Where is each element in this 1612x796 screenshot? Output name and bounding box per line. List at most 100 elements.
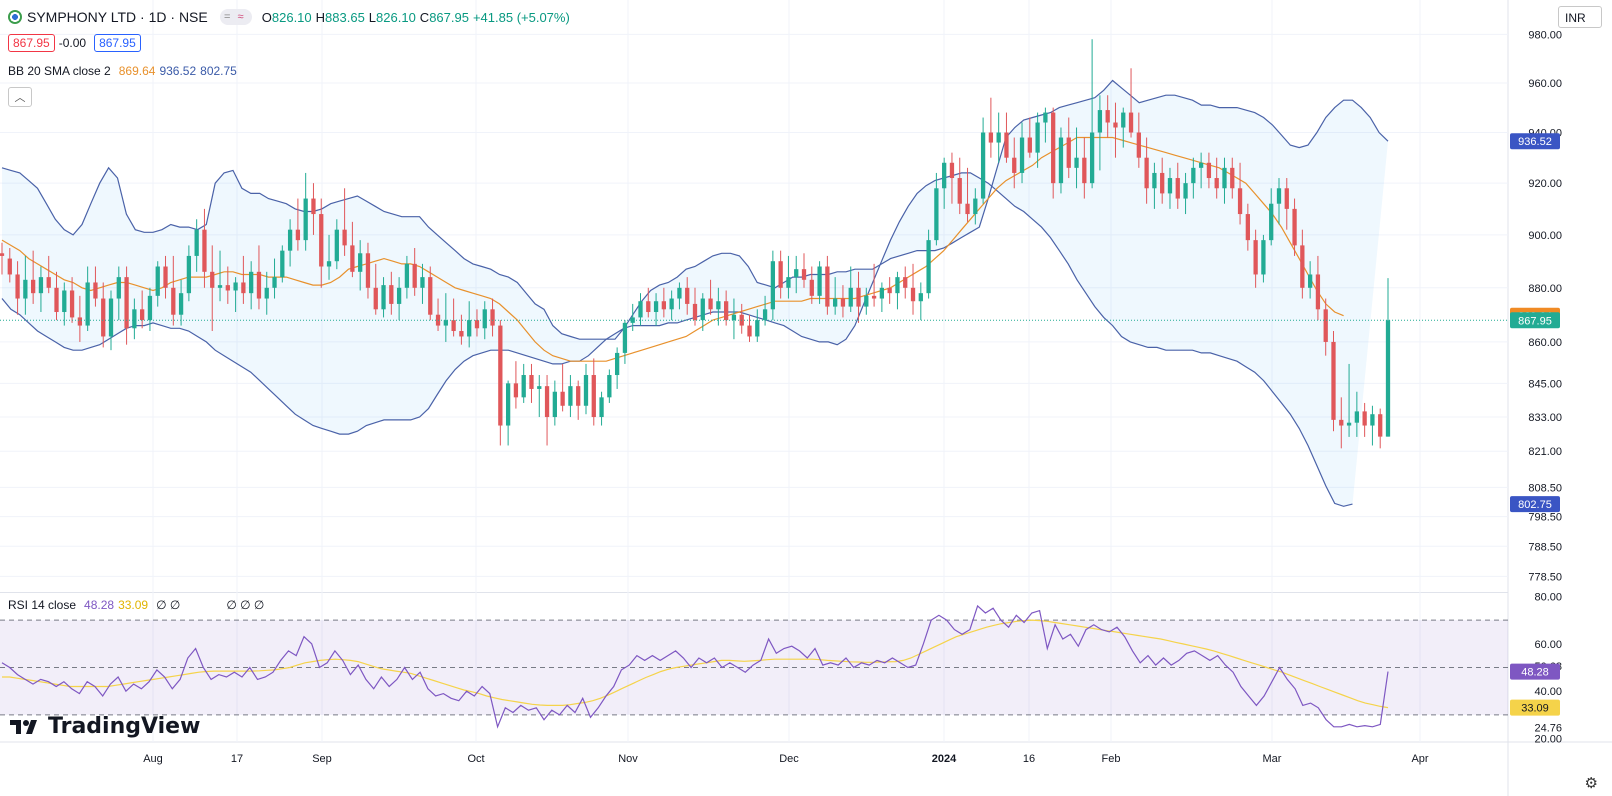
candle-body: [54, 287, 59, 313]
rsi-label: RSI 14 close: [8, 598, 77, 612]
candle-body: [1191, 167, 1196, 184]
candle-body: [1300, 245, 1305, 288]
candle-body: [801, 269, 807, 280]
rsi-y-tick-label: 24.76: [1534, 722, 1562, 734]
x-tick-label: Sep: [312, 753, 332, 765]
chevron-up-icon[interactable]: ︿: [8, 87, 32, 107]
candle-body: [303, 198, 308, 241]
candle-body: [1136, 132, 1141, 158]
change-value: +41.85 (+5.07%): [472, 9, 570, 25]
candle-body: [910, 287, 916, 302]
y-tick-label: 860.00: [1528, 337, 1562, 349]
candle-body: [1027, 137, 1032, 153]
candle-body: [1292, 208, 1297, 246]
candle-body: [762, 309, 768, 321]
pane-separator: [0, 592, 1508, 593]
candle-body: [38, 277, 44, 294]
candle-body: [731, 314, 737, 321]
candle-body: [1012, 157, 1017, 173]
symbol-title[interactable]: SYMPHONY LTD · 1D · NSE: [27, 9, 208, 25]
candle-body: [23, 279, 28, 299]
candle-body: [755, 320, 760, 337]
candle-body: [1035, 122, 1040, 153]
gear-icon[interactable]: ⚙: [1584, 775, 1598, 792]
candle-body: [856, 287, 861, 307]
close-value: 867.95: [429, 9, 469, 25]
candle-body: [233, 282, 238, 291]
candle-body: [69, 290, 75, 318]
candle-body: [116, 277, 121, 299]
candle-body: [622, 322, 628, 353]
candle-body: [1167, 178, 1173, 194]
high-value: 883.65: [325, 9, 365, 25]
price-label: 802.75: [1518, 499, 1552, 511]
candle-body: [1128, 112, 1134, 133]
candle-body: [973, 198, 978, 215]
candle-body: [163, 266, 168, 288]
sell-price-button[interactable]: 867.95: [8, 34, 55, 52]
buy-price-button[interactable]: 867.95: [94, 34, 141, 52]
candle-body: [568, 386, 573, 406]
candle-body: [1121, 112, 1126, 128]
candle-body: [186, 255, 192, 294]
y-tick-label: 845.00: [1528, 378, 1562, 390]
candle-body: [887, 287, 892, 294]
candle-body: [871, 295, 877, 299]
candle-body: [15, 274, 20, 299]
candle-body: [918, 293, 923, 302]
candle-body: [1276, 188, 1282, 204]
candle-body: [942, 162, 947, 189]
candle-body: [1253, 240, 1258, 275]
candle-body: [225, 285, 230, 291]
bb-label: BB 20 SMA close 2: [8, 64, 111, 78]
candle-body: [630, 317, 635, 323]
candle-body: [949, 162, 955, 179]
rsi-y-tick-label: 40.00: [1534, 686, 1562, 698]
y-tick-label: 880.00: [1528, 283, 1562, 295]
bb-upper-value: 936.52: [159, 64, 197, 78]
open-label: O: [261, 9, 272, 25]
compare-button[interactable]: = ≈: [219, 9, 252, 25]
candle-body: [140, 309, 145, 321]
y-tick-label: 798.50: [1528, 512, 1562, 524]
y-tick-label: 833.00: [1528, 412, 1562, 424]
candle-body: [1354, 411, 1359, 423]
candle-body: [77, 317, 83, 326]
candle-body: [202, 229, 207, 272]
rsi-price-label: 48.28: [1521, 667, 1549, 679]
candle-body: [864, 295, 869, 307]
candle-body: [1331, 341, 1336, 420]
candle-body: [1144, 157, 1149, 189]
candle-body: [980, 132, 986, 199]
candle-body: [996, 132, 1001, 143]
candle-body: [459, 331, 464, 337]
bb-legend[interactable]: BB 20 SMA close 2 869.64 936.52 802.75: [8, 64, 241, 78]
candle-body: [365, 253, 371, 288]
y-tick-label: 788.50: [1528, 541, 1562, 553]
candle-body: [1339, 419, 1344, 426]
x-tick-label: Nov: [618, 753, 638, 765]
candle-body: [124, 277, 129, 329]
candle-body: [326, 261, 332, 267]
rsi-extra-values-2: ∅ ∅ ∅: [226, 598, 265, 612]
candle-body: [1378, 414, 1383, 437]
candle-body: [85, 282, 90, 326]
candle-body: [443, 320, 448, 326]
candle-body: [988, 132, 994, 143]
candle-body: [646, 301, 651, 313]
candle-body: [692, 303, 698, 321]
candle-body: [241, 282, 246, 294]
candle-body: [895, 277, 900, 294]
candle-body: [1004, 132, 1009, 158]
candle-body: [934, 188, 939, 241]
y-tick-label: 980.00: [1528, 29, 1562, 41]
candle-body: [490, 309, 495, 326]
rsi-legend[interactable]: RSI 14 close 48.28 33.09 ∅ ∅ ∅ ∅ ∅: [8, 598, 268, 612]
candle-body: [840, 298, 846, 307]
candle-body: [155, 266, 160, 296]
tradingview-icon: [10, 719, 37, 734]
candle-body: [879, 287, 885, 299]
currency-selector[interactable]: INR: [1558, 6, 1602, 28]
candle-body: [957, 178, 962, 204]
